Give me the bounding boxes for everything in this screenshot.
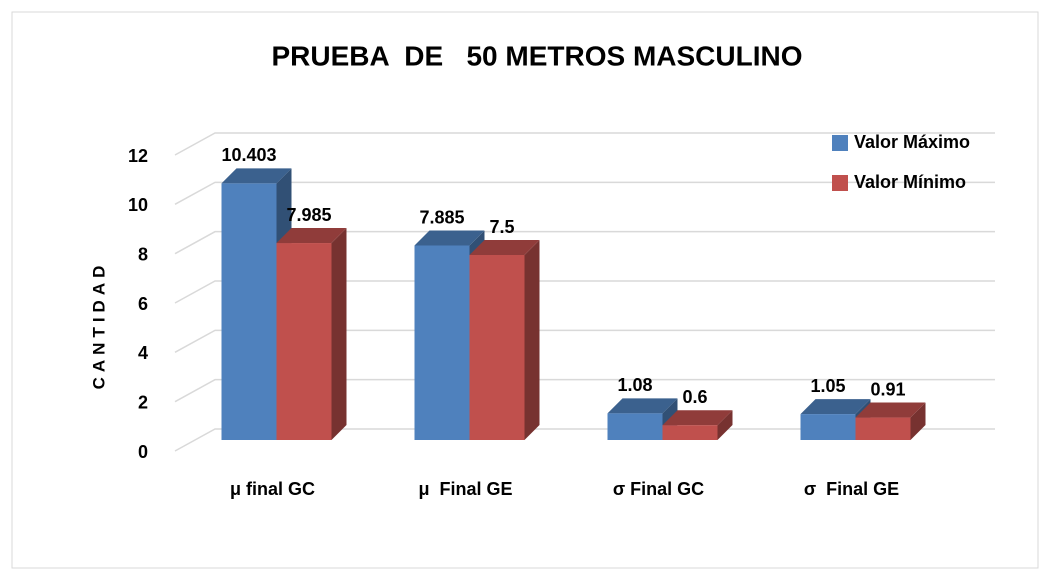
grid-line — [174, 329, 995, 353]
grid-line — [174, 230, 995, 255]
y-tick-label: 0 — [138, 442, 148, 462]
y-tick-label: 8 — [138, 244, 148, 264]
bar-top — [414, 230, 485, 246]
bar-side — [717, 410, 733, 440]
y-tick-label: 2 — [138, 392, 148, 412]
x-tick-label: μ final GC — [230, 479, 315, 499]
data-label: 1.05 — [810, 376, 845, 396]
x-tick-label: σ Final GC — [613, 479, 704, 499]
data-label: 0.6 — [682, 387, 707, 407]
y-tick-label: 6 — [138, 294, 148, 314]
data-label: 0.91 — [870, 379, 905, 399]
grid-line — [174, 378, 995, 403]
grid-line — [174, 428, 995, 452]
data-label: 10.403 — [221, 145, 276, 165]
grid-line — [174, 132, 995, 156]
grid-line — [174, 181, 995, 205]
legend-swatch — [832, 135, 848, 151]
y-tick-label: 12 — [128, 146, 148, 166]
bar — [855, 417, 911, 440]
legend-swatch — [832, 175, 848, 191]
data-label: 1.08 — [617, 375, 652, 395]
bar-top — [800, 399, 871, 415]
bar-side — [331, 228, 347, 440]
data-label: 7.985 — [286, 205, 331, 225]
bar — [414, 245, 470, 440]
legend-label: Valor Máximo — [854, 132, 970, 152]
bar-side — [524, 240, 540, 440]
data-label: 7.5 — [489, 217, 514, 237]
bar-top — [469, 240, 540, 255]
y-tick-label: 4 — [138, 343, 148, 363]
bar — [276, 243, 332, 440]
bar-top — [662, 410, 733, 426]
bar-top — [855, 402, 926, 418]
y-axis-label: CANTIDAD — [89, 261, 108, 390]
y-tick-label: 10 — [128, 195, 148, 215]
grid-line — [174, 280, 995, 304]
bar-side — [910, 402, 926, 440]
x-tick-label: μ Final GE — [418, 479, 512, 499]
bar-top — [607, 398, 678, 414]
bar — [662, 425, 718, 440]
bar — [221, 183, 277, 440]
bar — [469, 255, 525, 440]
bar-top — [276, 228, 347, 244]
bar-top — [221, 168, 292, 184]
bar — [800, 414, 856, 440]
x-tick-label: σ Final GE — [804, 479, 899, 499]
legend-label: Valor Mínimo — [854, 172, 966, 192]
data-label: 7.885 — [419, 207, 464, 227]
bar — [607, 413, 663, 440]
chart-title: PRUEBA DE 50 METROS MASCULINO — [271, 40, 802, 71]
